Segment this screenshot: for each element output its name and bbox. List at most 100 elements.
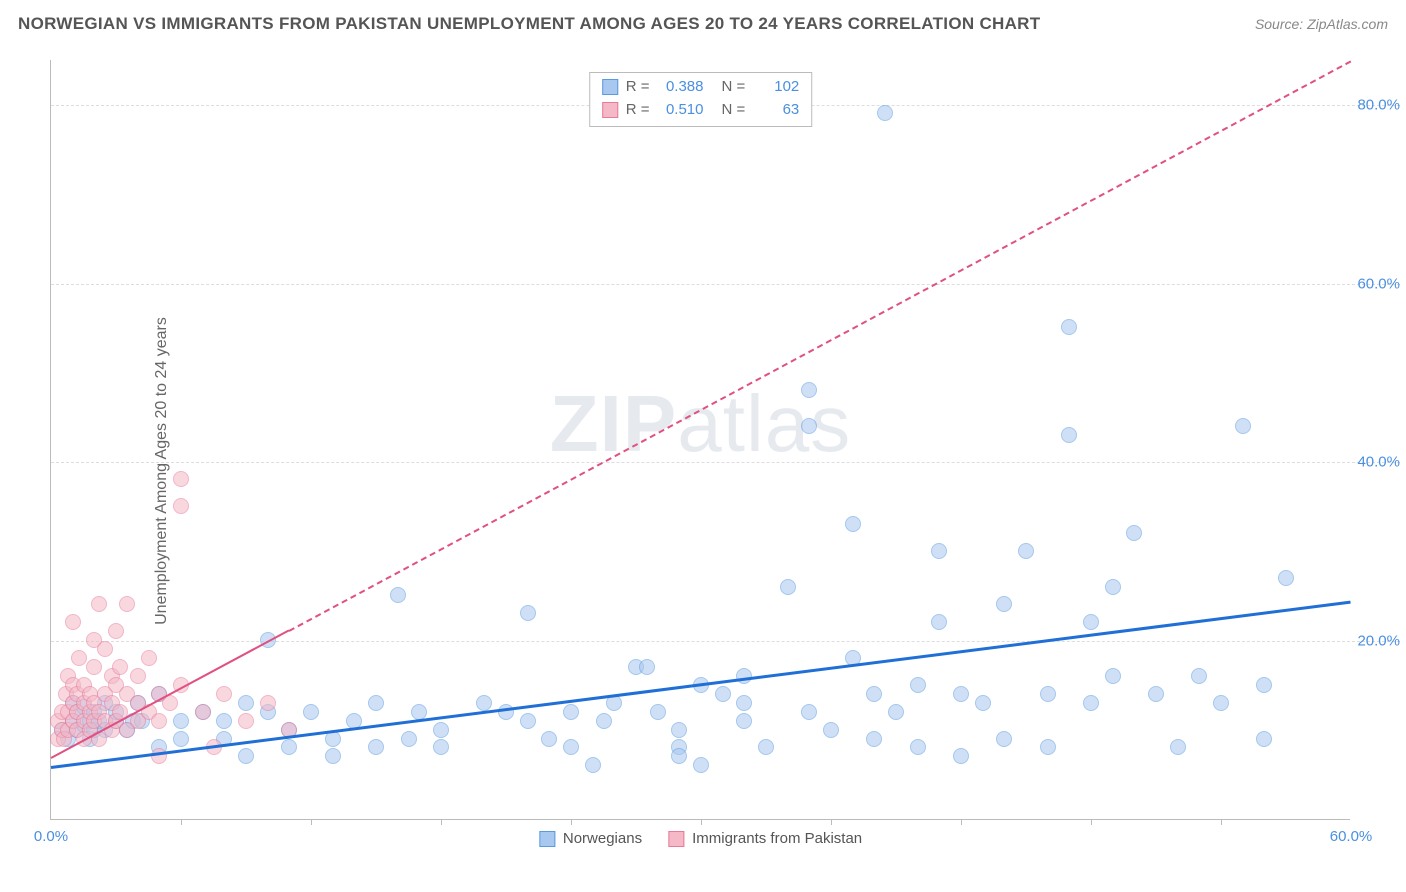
scatter-point	[71, 650, 87, 666]
x-tick-mark	[1091, 819, 1092, 825]
scatter-point	[996, 731, 1012, 747]
r-value: 0.388	[658, 76, 704, 99]
chart-title: NORWEGIAN VS IMMIGRANTS FROM PAKISTAN UN…	[18, 14, 1040, 34]
legend-swatch	[668, 831, 684, 847]
scatter-point	[433, 739, 449, 755]
legend-label: Norwegians	[563, 830, 642, 847]
scatter-point	[541, 731, 557, 747]
scatter-point	[119, 596, 135, 612]
scatter-point	[563, 704, 579, 720]
scatter-point	[520, 605, 536, 621]
scatter-point	[866, 731, 882, 747]
scatter-point	[173, 498, 189, 514]
scatter-point	[216, 686, 232, 702]
stats-legend: R = 0.388 N = 102 R = 0.510 N = 63	[589, 72, 813, 127]
scatter-point	[1256, 731, 1272, 747]
scatter-point	[715, 686, 731, 702]
scatter-point	[671, 722, 687, 738]
y-tick-label: 60.0%	[1355, 275, 1400, 292]
y-tick-label: 80.0%	[1355, 96, 1400, 113]
scatter-point	[65, 614, 81, 630]
scatter-point	[585, 757, 601, 773]
scatter-point	[260, 695, 276, 711]
scatter-point	[173, 731, 189, 747]
scatter-point	[368, 695, 384, 711]
r-label: R =	[626, 99, 650, 122]
n-value: 102	[753, 76, 799, 99]
scatter-point	[173, 713, 189, 729]
scatter-point	[195, 704, 211, 720]
scatter-point	[931, 543, 947, 559]
title-bar: NORWEGIAN VS IMMIGRANTS FROM PAKISTAN UN…	[18, 14, 1388, 34]
r-value: 0.510	[658, 99, 704, 122]
scatter-point	[1083, 614, 1099, 630]
scatter-point	[801, 382, 817, 398]
scatter-point	[866, 686, 882, 702]
x-tick-label: 0.0%	[34, 828, 68, 845]
legend-item: Immigrants from Pakistan	[668, 830, 862, 847]
scatter-point	[953, 686, 969, 702]
x-tick-mark	[961, 819, 962, 825]
scatter-point	[975, 695, 991, 711]
scatter-point	[325, 748, 341, 764]
scatter-point	[953, 748, 969, 764]
scatter-point	[563, 739, 579, 755]
scatter-point	[216, 713, 232, 729]
trend-line	[289, 60, 1352, 631]
x-tick-label: 60.0%	[1330, 828, 1373, 845]
scatter-point	[758, 739, 774, 755]
chart-container: Unemployment Among Ages 20 to 24 years Z…	[0, 50, 1406, 892]
scatter-point	[1040, 686, 1056, 702]
gridline-h	[51, 462, 1400, 463]
scatter-point	[1213, 695, 1229, 711]
gridline-h	[51, 284, 1400, 285]
scatter-point	[303, 704, 319, 720]
scatter-point	[1061, 319, 1077, 335]
legend-swatch	[602, 102, 618, 118]
x-tick-mark	[181, 819, 182, 825]
scatter-point	[86, 659, 102, 675]
scatter-point	[1061, 427, 1077, 443]
scatter-point	[1083, 695, 1099, 711]
stats-legend-row: R = 0.510 N = 63	[602, 99, 800, 122]
scatter-point	[141, 650, 157, 666]
source-label: Source: ZipAtlas.com	[1255, 16, 1388, 32]
scatter-point	[238, 748, 254, 764]
scatter-point	[888, 704, 904, 720]
scatter-point	[390, 587, 406, 603]
series-legend: Norwegians Immigrants from Pakistan	[539, 830, 862, 847]
r-label: R =	[626, 76, 650, 99]
scatter-point	[910, 677, 926, 693]
x-tick-mark	[311, 819, 312, 825]
scatter-point	[108, 623, 124, 639]
scatter-point	[433, 722, 449, 738]
scatter-point	[1040, 739, 1056, 755]
scatter-point	[1235, 418, 1251, 434]
scatter-point	[1018, 543, 1034, 559]
scatter-point	[238, 695, 254, 711]
watermark-light: atlas	[677, 379, 851, 468]
x-tick-mark	[571, 819, 572, 825]
scatter-point	[1191, 668, 1207, 684]
scatter-point	[910, 739, 926, 755]
scatter-point	[238, 713, 254, 729]
scatter-point	[736, 713, 752, 729]
legend-item: Norwegians	[539, 830, 642, 847]
scatter-point	[1278, 570, 1294, 586]
legend-label: Immigrants from Pakistan	[692, 830, 862, 847]
n-value: 63	[753, 99, 799, 122]
scatter-point	[151, 713, 167, 729]
n-label: N =	[722, 99, 746, 122]
scatter-point	[801, 418, 817, 434]
scatter-point	[1256, 677, 1272, 693]
scatter-point	[931, 614, 947, 630]
legend-swatch	[602, 79, 618, 95]
plot-area: ZIPatlas R =0.388N =102R =0.510N =63 Nor…	[50, 60, 1350, 820]
scatter-point	[520, 713, 536, 729]
n-label: N =	[722, 76, 746, 99]
scatter-point	[112, 659, 128, 675]
scatter-point	[671, 748, 687, 764]
scatter-point	[801, 704, 817, 720]
x-tick-mark	[441, 819, 442, 825]
scatter-point	[823, 722, 839, 738]
